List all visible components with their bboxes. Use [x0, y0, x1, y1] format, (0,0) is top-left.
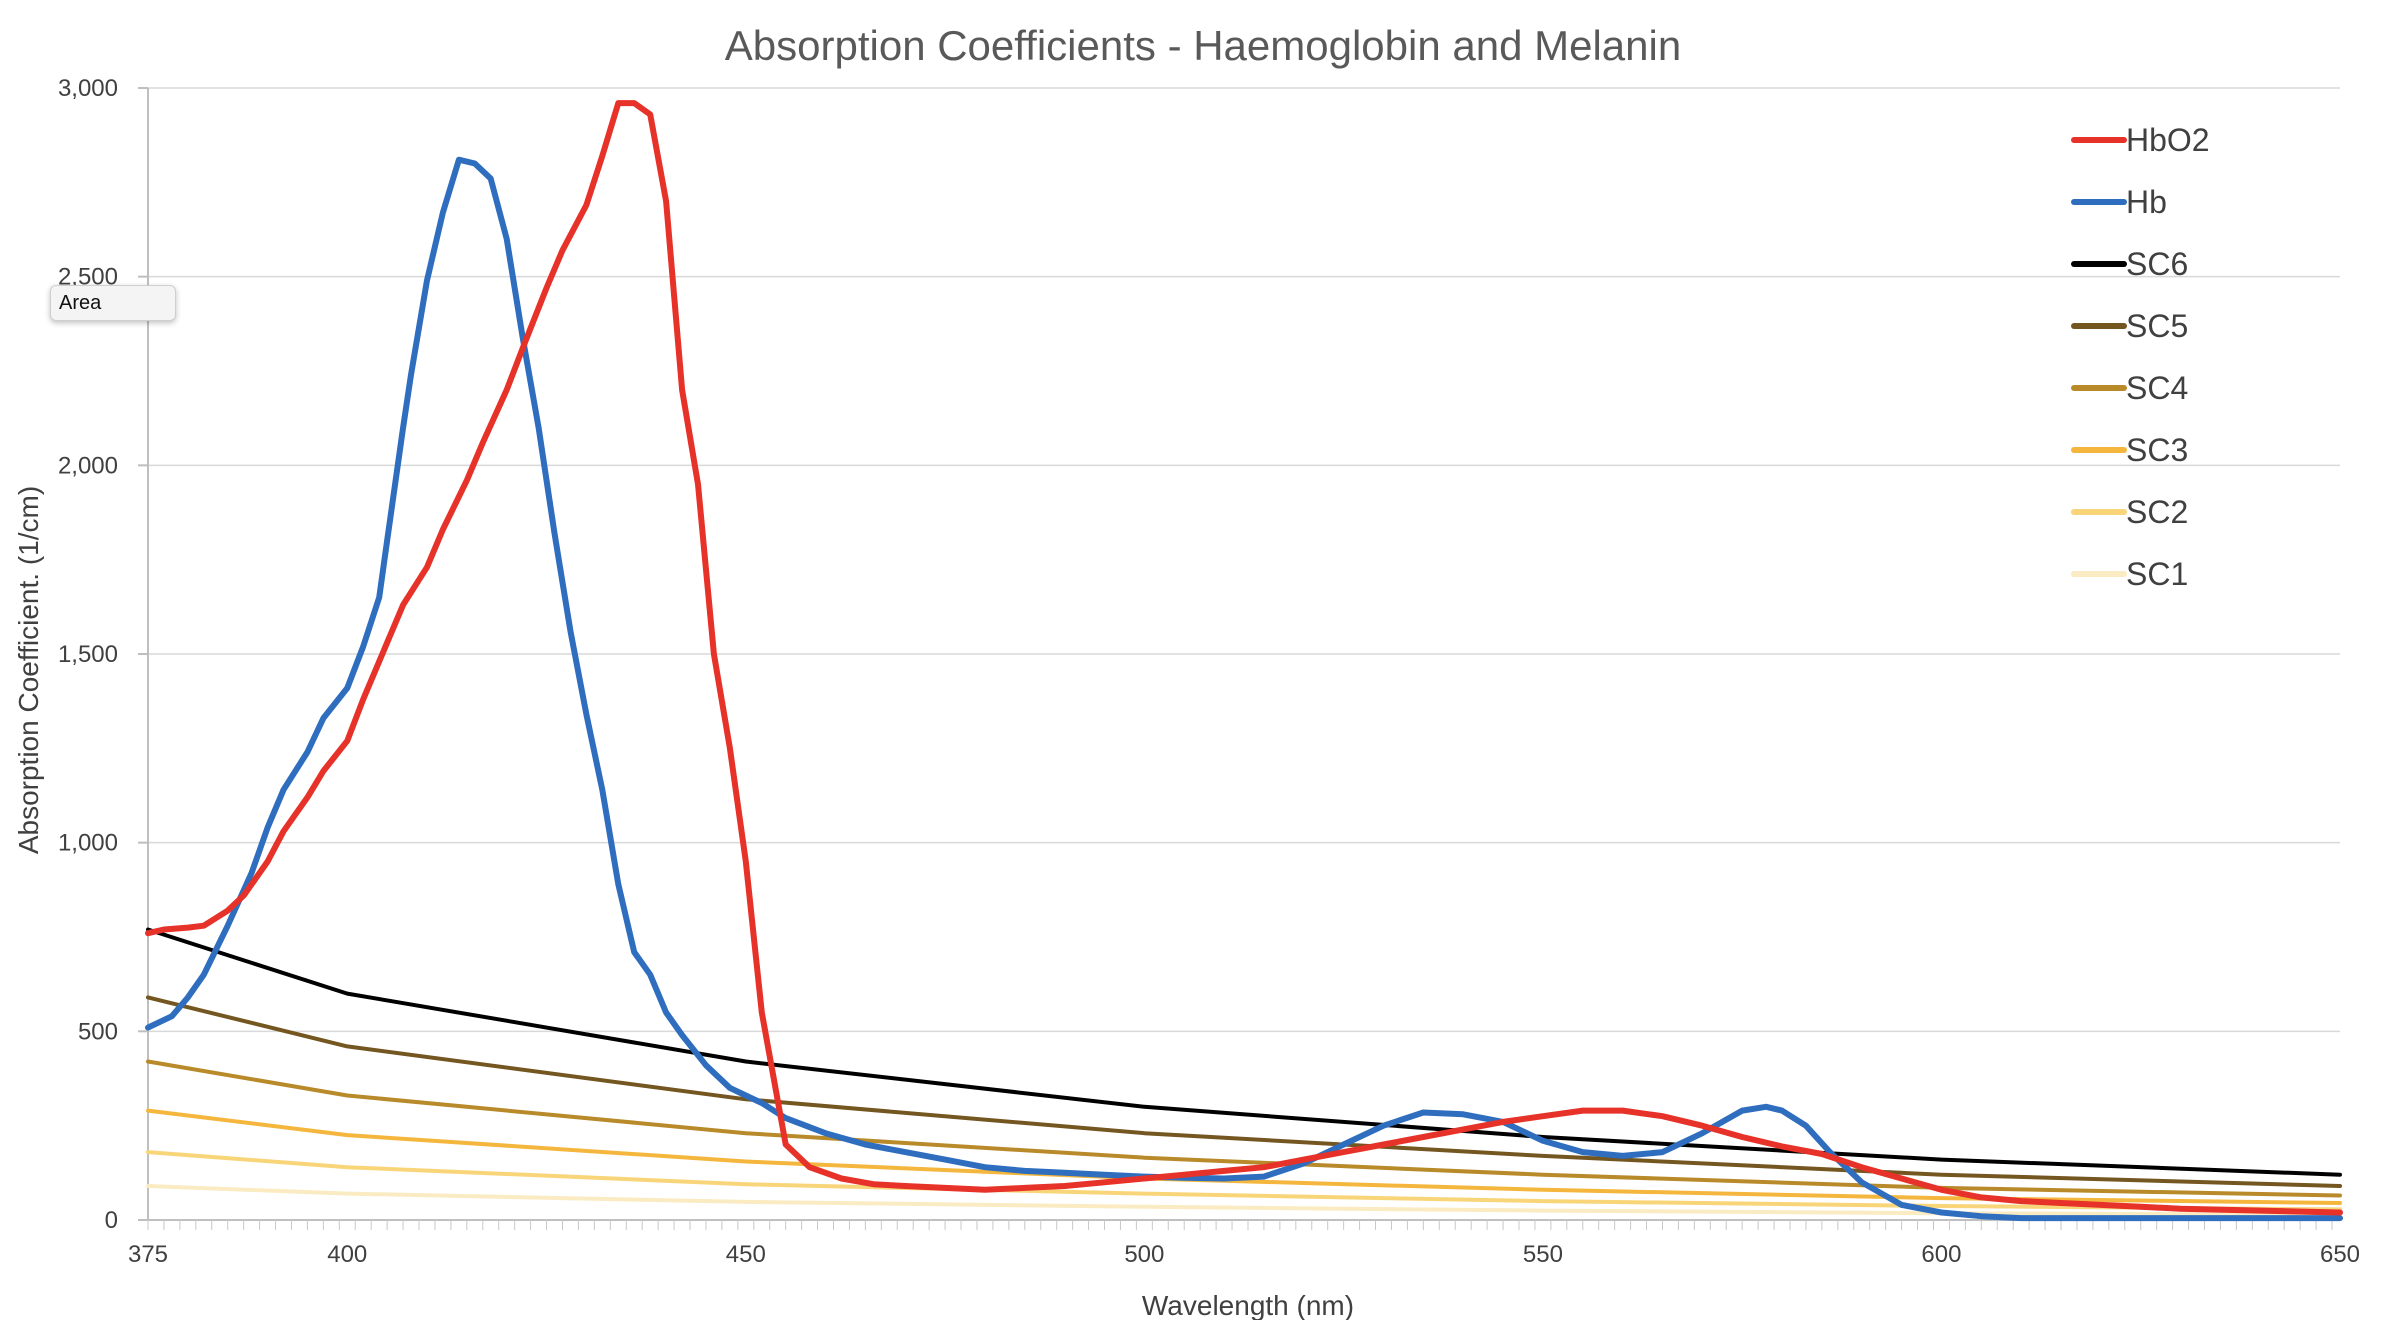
series-line-hbo2 [145, 100, 2343, 1216]
x-tick-label: 500 [1124, 1241, 1164, 1268]
x-tick-label: 550 [1523, 1241, 1563, 1268]
legend-label-sc1: SC1 [2126, 556, 2188, 592]
y-axis-title: Absorption Coefficient. (1/cm) [13, 486, 44, 854]
chart-title: Absorption Coefficients - Haemoglobin an… [725, 22, 1681, 69]
gridlines [148, 87, 2340, 1033]
x-tick-label: 375 [128, 1241, 168, 1268]
y-tick-label: 0 [105, 1207, 118, 1234]
series-line-sc6 [146, 927, 2342, 1177]
x-tick-label: 400 [327, 1241, 367, 1268]
legend-label-sc3: SC3 [2126, 432, 2188, 468]
x-axis-title: Wavelength (nm) [1142, 1290, 1354, 1320]
y-tick-label: 2,000 [58, 452, 118, 479]
series-line-hb [145, 156, 2343, 1222]
legend-label-hbo2: HbO2 [2126, 122, 2210, 158]
legend-label-sc2: SC2 [2126, 494, 2188, 530]
x-tick-label: 450 [726, 1241, 766, 1268]
y-tick-label: 1,000 [58, 830, 118, 857]
series-line-sc5 [146, 995, 2342, 1188]
legend-label-sc4: SC4 [2126, 370, 2188, 406]
series-group [145, 100, 2343, 1222]
legend-label-hb: Hb [2126, 184, 2167, 220]
legend: HbO2 Hb SC6 SC5 SC4 SC3 SC2 SC1 [2071, 122, 2210, 592]
x-tick-label: 650 [2320, 1241, 2360, 1268]
y-tick-label: 3,000 [58, 75, 118, 102]
legend-label-sc5: SC5 [2126, 308, 2188, 344]
y-tick-label: 500 [78, 1018, 118, 1045]
x-tick-label: 600 [1921, 1241, 1961, 1268]
legend-label-sc6: SC6 [2126, 246, 2188, 282]
y-tick-label: 1,500 [58, 641, 118, 668]
area-tooltip: Area [50, 285, 176, 321]
series-line-sc2 [146, 1150, 2342, 1212]
